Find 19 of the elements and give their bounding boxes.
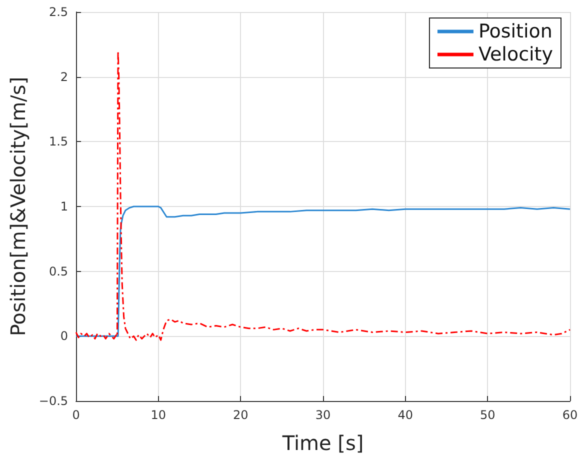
y-tick-label: 2 (60, 70, 68, 84)
y-tick-label: 1.5 (48, 134, 68, 149)
legend-label: Velocity (478, 44, 554, 66)
x-tick-label: 50 (480, 408, 496, 422)
y-tick-label: 0.5 (48, 264, 68, 278)
y-tick-label: 1 (60, 200, 68, 214)
x-tick-label: 40 (398, 408, 413, 422)
x-axis-title: Time [s] (281, 431, 364, 455)
x-tick-label: 10 (150, 408, 166, 422)
y-axis-title: Position[m]&Velocity[m/s] (6, 76, 30, 336)
line-series (75, 206, 571, 337)
y-tick-label: 2.5 (48, 5, 68, 19)
legend-label: Position (478, 20, 552, 42)
x-tick-label: 0 (72, 408, 80, 422)
x-tick-label: 20 (233, 408, 248, 422)
y-tick-label: −0.5 (38, 394, 68, 408)
x-tick-label: 30 (315, 408, 331, 422)
x-tick-label: 60 (562, 408, 578, 422)
y-tick-label: 0 (60, 329, 68, 344)
